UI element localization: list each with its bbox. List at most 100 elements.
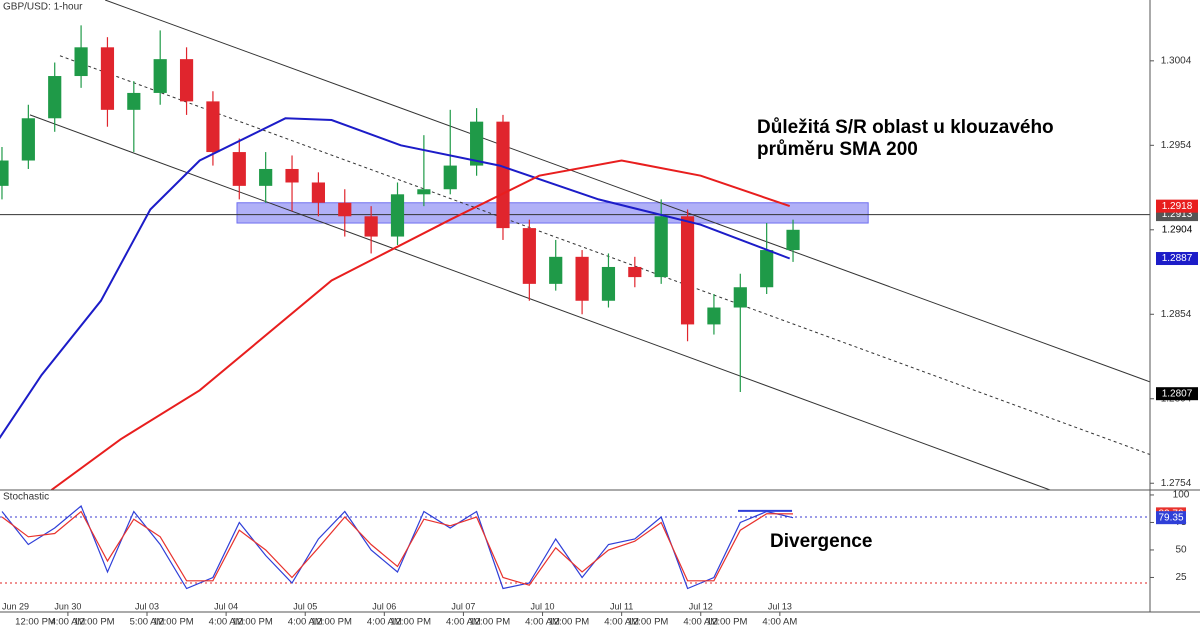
candle-body bbox=[74, 47, 88, 77]
time-tick-label: 4:00 AM bbox=[209, 617, 244, 628]
x-tick-label: Jun 29 bbox=[2, 601, 29, 611]
candle-body bbox=[232, 152, 246, 186]
x-tick-label: Jul 04 bbox=[214, 601, 238, 611]
time-tick-label: 4:00 AM bbox=[288, 617, 323, 628]
x-tick-label: Jul 06 bbox=[372, 601, 396, 611]
price-badge-label: 1.2904 bbox=[1162, 224, 1193, 235]
x-tick-label: Jul 05 bbox=[293, 601, 317, 611]
candle-body bbox=[179, 59, 194, 102]
value-badge-label: 79.35 bbox=[1158, 512, 1183, 523]
x-tick-label: Jul 10 bbox=[531, 601, 555, 611]
y-tick-label: 25 bbox=[1175, 572, 1187, 583]
title-box bbox=[0, 0, 88, 14]
candle-body bbox=[760, 250, 774, 288]
candle-body bbox=[364, 216, 378, 237]
candle-body bbox=[417, 189, 431, 195]
candle-body bbox=[206, 101, 220, 153]
time-tick-label: 12:00 PM bbox=[469, 617, 510, 628]
time-tick-label: 12:00 PM bbox=[74, 617, 115, 628]
candle-body bbox=[21, 118, 35, 161]
candle-body bbox=[654, 216, 668, 278]
time-tick-label: 4:00 AM bbox=[525, 617, 560, 628]
time-tick-label: 12:00 PM bbox=[707, 617, 748, 628]
stochastic-line bbox=[1, 505, 794, 590]
x-tick-label: Jul 11 bbox=[610, 601, 633, 611]
time-tick-label: 12:00 PM bbox=[549, 617, 590, 628]
candle-body bbox=[496, 121, 510, 229]
price-pane bbox=[0, 0, 1150, 490]
chart-title: GBP/USD: 1-hour bbox=[3, 2, 83, 13]
axes: 1.27541.28041.28541.29041.29541.30041.29… bbox=[2, 55, 1198, 628]
candle-body bbox=[549, 256, 563, 284]
candle-body bbox=[100, 47, 115, 110]
moving-average bbox=[0, 117, 791, 440]
time-tick-label: 12:00 PM bbox=[232, 617, 273, 628]
annotation: průměru SMA 200 bbox=[757, 139, 918, 160]
price-badge-label: 1.2807 bbox=[1162, 388, 1193, 399]
y-tick-label: 1.2954 bbox=[1161, 140, 1192, 151]
candle-body bbox=[0, 160, 9, 186]
candle-body bbox=[470, 121, 484, 166]
y-tick-label: 1.2754 bbox=[1161, 478, 1192, 489]
time-tick-label: 12:00 PM bbox=[628, 617, 669, 628]
candle-body bbox=[680, 216, 695, 325]
candle-body bbox=[338, 202, 352, 217]
candle-body bbox=[259, 168, 273, 186]
price-badge-label: 1.2913 bbox=[1162, 209, 1193, 220]
y-tick-label: 50 bbox=[1175, 545, 1187, 556]
moving-average bbox=[50, 159, 791, 490]
annotation: Divergence bbox=[770, 531, 872, 552]
candle-body bbox=[127, 92, 141, 110]
x-tick-label: Jul 03 bbox=[135, 601, 159, 611]
time-tick-label: 12:00 PM bbox=[153, 617, 194, 628]
time-tick-label: 12:00 PM bbox=[15, 617, 56, 628]
y-tick-label: 1.3004 bbox=[1161, 55, 1192, 66]
sr-zone bbox=[236, 202, 869, 224]
stochastic-title-box bbox=[0, 491, 44, 504]
candle-body bbox=[153, 59, 167, 93]
time-tick-label: 12:00 PM bbox=[311, 617, 352, 628]
x-tick-label: Jul 13 bbox=[768, 601, 792, 611]
x-tick-label: Jul 12 bbox=[689, 601, 713, 611]
candle-body bbox=[601, 266, 616, 301]
trendline bbox=[104, 0, 1150, 383]
x-tick-label: Jul 07 bbox=[451, 601, 475, 611]
candle-body bbox=[733, 287, 747, 308]
time-tick-label: 4:00 AM bbox=[50, 617, 85, 628]
y-tick-label: 1.2854 bbox=[1161, 309, 1192, 320]
price-badge bbox=[1156, 387, 1198, 401]
price-badge bbox=[1156, 252, 1198, 266]
stochastic-pane bbox=[0, 505, 1150, 590]
price-badge-label: 1.2918 bbox=[1162, 201, 1193, 212]
candle-body bbox=[575, 256, 589, 301]
time-tick-label: 4:00 AM bbox=[367, 617, 402, 628]
candle-body bbox=[285, 168, 299, 183]
price-badge bbox=[1156, 199, 1198, 213]
time-tick-label: 4:00 AM bbox=[604, 617, 639, 628]
candle-body bbox=[390, 194, 405, 237]
time-tick-label: 4:00 AM bbox=[762, 617, 797, 628]
stochastic-title: Stochastic bbox=[3, 492, 49, 503]
value-badge bbox=[1156, 511, 1186, 525]
candle-body bbox=[443, 165, 457, 190]
candle-body bbox=[786, 229, 800, 251]
price-badge-label: 1.2887 bbox=[1162, 253, 1193, 264]
x-tick-label: Jun 30 bbox=[54, 601, 81, 611]
candle-body bbox=[707, 307, 721, 325]
y-tick-label: 100 bbox=[1173, 490, 1190, 501]
trendline bbox=[59, 55, 1150, 455]
candle-body bbox=[311, 182, 325, 203]
trendline bbox=[29, 114, 1051, 490]
candle-body bbox=[628, 266, 642, 278]
annotation: Důležitá S/R oblast u klouzavého bbox=[757, 117, 1054, 138]
candle-body bbox=[522, 228, 536, 284]
price-badge bbox=[1156, 223, 1198, 237]
time-tick-label: 12:00 PM bbox=[390, 617, 431, 628]
stochastic-line bbox=[1, 510, 794, 586]
candle-body bbox=[48, 76, 62, 119]
time-tick-label: 5:00 AM bbox=[130, 617, 165, 628]
time-tick-label: 4:00 AM bbox=[446, 617, 481, 628]
